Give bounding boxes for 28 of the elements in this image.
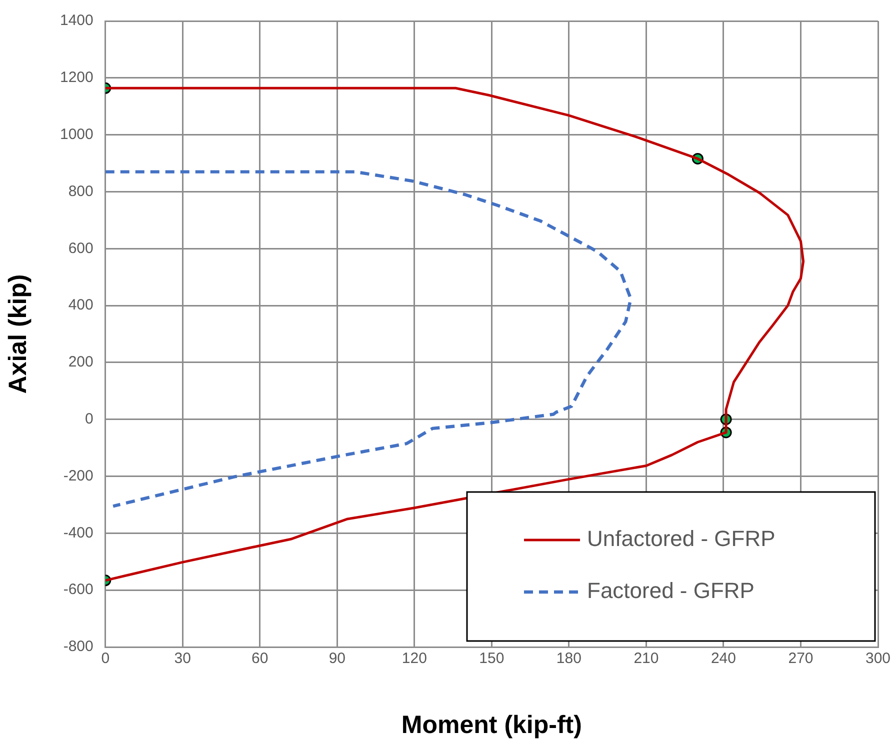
y-tick-label: 1200 (60, 69, 94, 86)
legend-label: Unfactored - GFRP (587, 526, 776, 552)
y-tick-label: 0 (85, 410, 94, 428)
y-tick-label: 1000 (60, 126, 94, 143)
y-tick-label: 800 (68, 182, 94, 200)
y-axis-title: Axial (kip) (4, 274, 32, 394)
legend-label: Factored - GFRP (587, 578, 754, 604)
x-tick-label: 210 (634, 650, 659, 668)
y-tick-label: -400 (63, 524, 94, 542)
x-tick-label: 300 (865, 650, 891, 668)
x-tick-label: 0 (101, 650, 110, 668)
x-tick-label: 30 (174, 650, 191, 668)
x-tick-label: 180 (556, 650, 582, 668)
x-tick-label: 150 (479, 650, 504, 668)
x-tick-label: 90 (328, 650, 346, 668)
x-tick-label: 240 (710, 650, 736, 668)
x-axis-title: Moment (kip-ft) (401, 710, 582, 739)
x-tick-label: 120 (402, 650, 427, 668)
x-tick-label: 60 (252, 650, 268, 668)
x-tick-label: 270 (788, 650, 814, 668)
y-tick-label: 200 (68, 354, 94, 371)
y-tick-label: 1400 (60, 12, 94, 30)
y-tick-label: 600 (68, 240, 94, 257)
y-tick-label: -600 (63, 581, 94, 598)
y-tick-label: -200 (63, 467, 94, 484)
y-tick-label: 400 (68, 296, 94, 314)
y-tick-label: -800 (63, 638, 94, 656)
line-series (105, 170, 632, 508)
